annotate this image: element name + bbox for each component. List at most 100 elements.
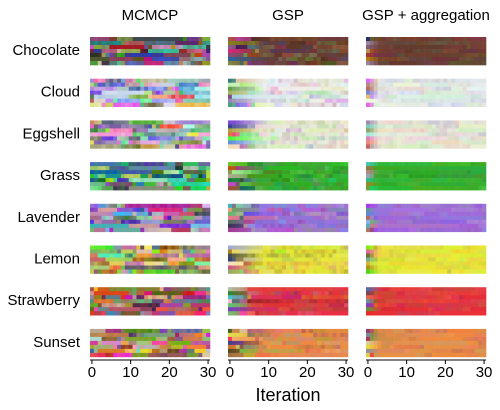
cell	[389, 132, 394, 137]
cell	[190, 182, 195, 187]
cell	[482, 162, 487, 167]
cell	[478, 132, 483, 137]
cell	[301, 348, 306, 354]
cell	[336, 207, 341, 213]
cell	[328, 249, 333, 254]
cell	[179, 170, 184, 175]
cell	[443, 287, 448, 292]
cell	[340, 257, 345, 262]
cell	[373, 90, 378, 95]
cell	[266, 174, 271, 179]
cell	[243, 45, 248, 50]
cell	[140, 307, 145, 312]
cell	[317, 227, 322, 233]
cell	[381, 132, 386, 137]
cell	[420, 53, 425, 58]
cell	[439, 174, 444, 179]
cell	[458, 94, 464, 99]
cell	[328, 49, 333, 54]
cell	[198, 144, 203, 149]
cell	[167, 186, 172, 191]
cell	[97, 223, 102, 229]
cell	[266, 299, 271, 304]
cell	[148, 219, 153, 225]
cell	[369, 120, 375, 125]
cell	[144, 186, 149, 191]
cell	[235, 82, 240, 87]
cell	[235, 287, 240, 292]
cell	[408, 287, 413, 292]
cell	[293, 102, 298, 107]
cell	[113, 311, 118, 316]
cell	[90, 128, 95, 133]
cell	[194, 128, 199, 133]
cell	[474, 170, 479, 175]
cell	[255, 295, 260, 300]
cell	[412, 203, 417, 209]
cell	[396, 45, 402, 50]
cell	[101, 132, 106, 137]
cell	[198, 207, 203, 213]
cell	[179, 53, 184, 58]
cell	[136, 299, 141, 304]
cell	[255, 265, 260, 270]
cell	[136, 307, 141, 312]
cell	[462, 120, 467, 125]
cell	[416, 311, 421, 316]
cell	[101, 140, 106, 145]
cell	[231, 287, 237, 292]
cell	[109, 291, 114, 296]
cell	[132, 170, 137, 175]
cell	[270, 162, 275, 167]
cell	[113, 328, 118, 334]
cell	[124, 253, 130, 258]
cell	[97, 291, 102, 296]
cell	[144, 352, 149, 358]
cell	[396, 287, 402, 292]
cell	[474, 57, 479, 62]
cell	[328, 144, 333, 149]
cell	[202, 265, 207, 270]
cell	[247, 207, 252, 213]
cell	[435, 287, 440, 292]
cell	[289, 348, 295, 354]
cell	[462, 178, 467, 183]
cell	[151, 223, 157, 229]
cell	[451, 124, 456, 129]
cell	[282, 170, 287, 175]
row-label: Eggshell	[22, 125, 80, 142]
cell	[408, 307, 413, 312]
cell	[97, 257, 102, 262]
cell	[262, 211, 268, 217]
cell	[144, 182, 149, 187]
cell	[274, 336, 279, 342]
cell	[239, 140, 244, 145]
cell	[198, 120, 203, 125]
cell	[148, 132, 153, 137]
cell	[289, 78, 295, 83]
cell	[179, 295, 184, 300]
cell	[377, 98, 382, 103]
cell	[478, 211, 483, 217]
cell	[251, 249, 256, 254]
cell	[458, 41, 464, 46]
cell	[266, 245, 271, 250]
cell	[416, 140, 421, 145]
cell	[175, 307, 180, 312]
cell	[113, 227, 118, 233]
cell	[366, 162, 371, 167]
cell	[400, 144, 406, 149]
cell	[309, 211, 314, 217]
cell	[366, 207, 371, 213]
cell	[235, 265, 240, 270]
cell	[202, 57, 207, 62]
cell	[255, 120, 260, 125]
cell	[255, 170, 260, 175]
cell	[144, 211, 149, 217]
cell	[447, 257, 452, 262]
cell	[286, 53, 291, 58]
cell	[171, 166, 176, 171]
cell	[274, 37, 279, 42]
cell	[389, 170, 394, 175]
cell	[373, 120, 378, 125]
